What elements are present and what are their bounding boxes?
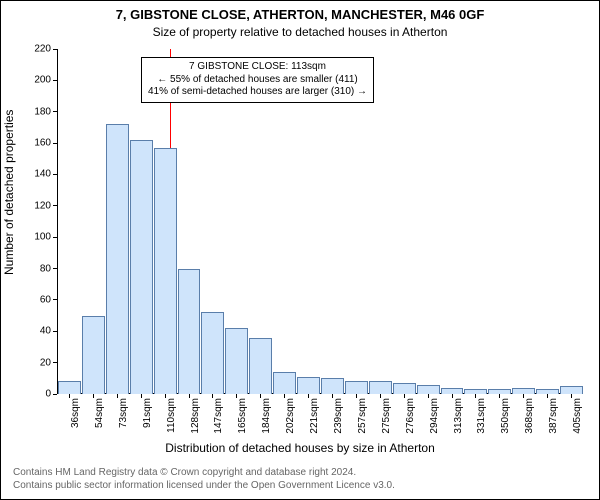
x-tick-label: 387sqm xyxy=(548,398,559,434)
footnote-line-2: Contains public sector information licen… xyxy=(13,480,395,493)
x-tick-label: 275sqm xyxy=(381,398,392,434)
histogram-bar xyxy=(297,377,320,394)
chart-container: 7, GIBSTONE CLOSE, ATHERTON, MANCHESTER,… xyxy=(0,0,600,500)
y-tick-mark xyxy=(53,299,57,300)
chart-title: 7, GIBSTONE CLOSE, ATHERTON, MANCHESTER,… xyxy=(1,7,599,22)
x-tick-label: 276sqm xyxy=(405,398,416,434)
y-tick-mark xyxy=(53,362,57,363)
x-tick-label: 54sqm xyxy=(94,398,105,428)
y-tick-mark xyxy=(53,331,57,332)
y-tick-label: 0 xyxy=(45,389,51,400)
histogram-bar xyxy=(201,312,224,394)
y-tick-mark xyxy=(53,80,57,81)
annotation-line-3: 41% of semi-detached houses are larger (… xyxy=(148,86,367,99)
x-tick-label: 257sqm xyxy=(357,398,368,434)
x-tick-label: 147sqm xyxy=(213,398,224,434)
y-tick-mark xyxy=(53,143,57,144)
histogram-bar xyxy=(273,372,296,394)
x-tick-label: 368sqm xyxy=(524,398,535,434)
histogram-bar xyxy=(82,316,105,394)
y-tick-mark xyxy=(53,394,57,395)
y-tick-mark xyxy=(53,237,57,238)
x-tick-label: 91sqm xyxy=(142,398,153,428)
histogram-bar xyxy=(369,381,392,394)
y-tick-label: 120 xyxy=(34,200,51,211)
y-axis-label: Number of detached properties xyxy=(2,109,16,274)
histogram-bar xyxy=(178,269,201,394)
x-tick-label: 313sqm xyxy=(453,398,464,434)
histogram-bar xyxy=(154,148,177,394)
x-tick-label: 239sqm xyxy=(333,398,344,434)
footnote-line-1: Contains HM Land Registry data © Crown c… xyxy=(13,467,395,480)
x-tick-label: 73sqm xyxy=(118,398,129,428)
histogram-bar xyxy=(58,381,81,394)
x-tick-label: 331sqm xyxy=(476,398,487,434)
plot-area: 7 GIBSTONE CLOSE: 113sqm ← 55% of detach… xyxy=(57,49,583,394)
y-tick-mark xyxy=(53,268,57,269)
y-tick-label: 80 xyxy=(40,263,51,274)
histogram-bar xyxy=(417,385,440,394)
histogram-bar xyxy=(393,383,416,394)
y-tick-label: 200 xyxy=(34,75,51,86)
x-tick-label: 36sqm xyxy=(70,398,81,428)
histogram-bar xyxy=(321,378,344,394)
y-axis-line xyxy=(57,49,58,394)
y-tick-mark xyxy=(53,174,57,175)
y-tick-label: 40 xyxy=(40,326,51,337)
plot-inner: 7 GIBSTONE CLOSE: 113sqm ← 55% of detach… xyxy=(57,49,583,394)
y-tick-label: 140 xyxy=(34,169,51,180)
histogram-bar xyxy=(560,386,583,394)
x-axis-label: Distribution of detached houses by size … xyxy=(1,441,599,455)
y-tick-label: 160 xyxy=(34,138,51,149)
annotation-line-1: 7 GIBSTONE CLOSE: 113sqm xyxy=(148,61,367,74)
y-tick-label: 180 xyxy=(34,106,51,117)
x-tick-label: 184sqm xyxy=(261,398,272,434)
x-tick-label: 110sqm xyxy=(166,398,177,433)
histogram-bar xyxy=(249,338,272,394)
x-tick-label: 202sqm xyxy=(285,398,296,434)
x-tick-label: 165sqm xyxy=(237,398,248,434)
y-tick-mark xyxy=(53,111,57,112)
y-tick-label: 100 xyxy=(34,232,51,243)
annotation-line-2: ← 55% of detached houses are smaller (41… xyxy=(148,74,367,87)
y-tick-label: 20 xyxy=(40,357,51,368)
footnote: Contains HM Land Registry data © Crown c… xyxy=(13,467,395,492)
y-tick-label: 220 xyxy=(34,44,51,55)
annotation-box: 7 GIBSTONE CLOSE: 113sqm ← 55% of detach… xyxy=(141,57,374,103)
x-tick-label: 294sqm xyxy=(429,398,440,434)
x-tick-label: 405sqm xyxy=(572,398,583,434)
histogram-bar xyxy=(130,140,153,394)
chart-subtitle: Size of property relative to detached ho… xyxy=(1,25,599,39)
x-tick-label: 128sqm xyxy=(190,398,201,434)
histogram-bar xyxy=(225,328,248,394)
histogram-bar xyxy=(106,124,129,394)
histogram-bar xyxy=(345,381,368,394)
x-tick-label: 350sqm xyxy=(500,398,511,434)
y-tick-mark xyxy=(53,205,57,206)
y-tick-label: 60 xyxy=(40,294,51,305)
x-tick-label: 221sqm xyxy=(309,398,320,434)
y-tick-mark xyxy=(53,49,57,50)
